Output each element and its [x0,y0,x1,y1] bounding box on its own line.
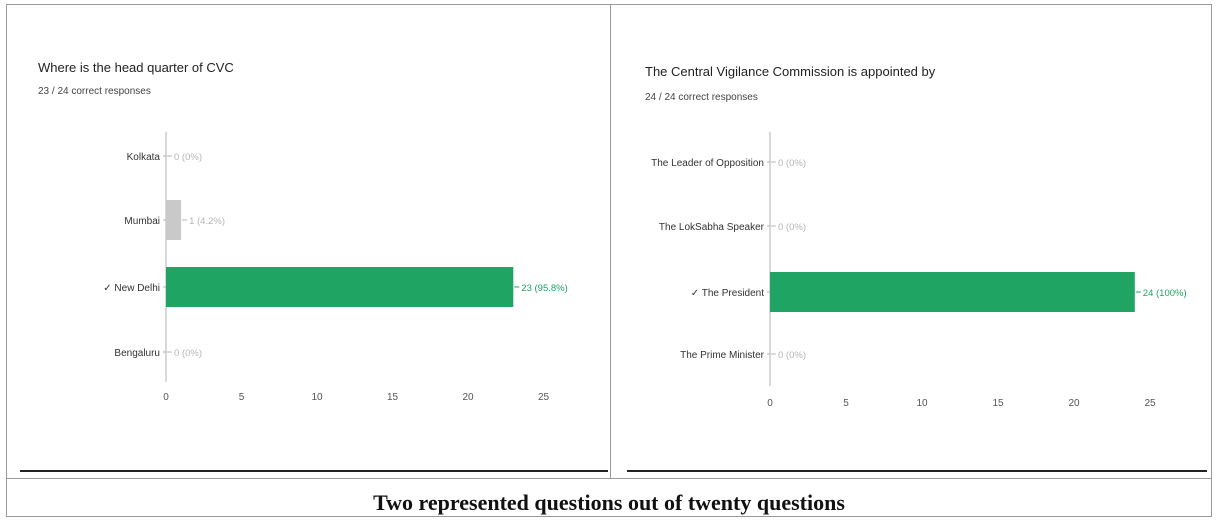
x-tick-label: 25 [538,392,550,403]
underline-rule [20,470,608,472]
chart-subtitle: 23 / 24 correct responses [38,86,151,97]
chart-subtitle: 24 / 24 correct responses [645,92,758,103]
category-label: The LokSabha Speaker [659,222,765,233]
chart-title: The Central Vigilance Commission is appo… [645,64,936,79]
data-label: 0 (0%) [174,348,202,359]
x-tick-label: 15 [387,392,399,403]
x-tick-label: 5 [843,398,849,409]
caption-divider [6,478,1212,479]
data-label: 24 (100%) [1143,288,1187,299]
x-tick-label: 0 [767,398,773,409]
category-label: ✓ The President [691,288,764,299]
bar [166,267,514,307]
category-label: Kolkata [127,152,161,163]
figure-frame [6,4,1212,517]
x-tick-label: 20 [462,392,474,403]
x-tick-label: 15 [992,398,1004,409]
category-label: The Prime Minister [680,350,765,361]
category-label: Bengaluru [114,348,160,359]
x-tick-label: 20 [1068,398,1080,409]
x-tick-label: 10 [916,398,928,409]
figure-caption: Two represented questions out of twenty … [373,490,845,515]
x-tick-label: 5 [239,392,245,403]
chart-panel-appointed-by: The Central Vigilance Commission is appo… [611,4,1212,478]
x-tick-label: 25 [1144,398,1156,409]
data-label: 0 (0%) [174,152,202,163]
category-label: ✓ New Delhi [103,283,160,294]
data-label: 1 (4.2%) [189,216,225,227]
chart-panel-headquarters: Where is the head quarter of CVC 23 / 24… [6,4,610,478]
x-tick-label: 0 [163,392,169,403]
x-tick-label: 10 [311,392,323,403]
panel-divider [610,4,611,478]
underline-rule [627,470,1207,472]
chart-title: Where is the head quarter of CVC [38,60,234,75]
bar [166,200,182,240]
bar [770,272,1135,312]
category-label: The Leader of Opposition [651,158,764,169]
bar-chart: 0 5 10 15 20 25 The Leader of Opposition 0 (0%)… [651,132,1187,409]
bar-chart: 0 5 10 15 20 25 Kolkata 0 (0%) Mumbai 1 (4.2%) ✓ N… [103,132,568,403]
category-label: Mumbai [124,216,160,227]
data-label: 23 (95.8%) [521,283,567,294]
data-label: 0 (0%) [778,158,806,169]
data-label: 0 (0%) [778,350,806,361]
data-label: 0 (0%) [778,222,806,233]
